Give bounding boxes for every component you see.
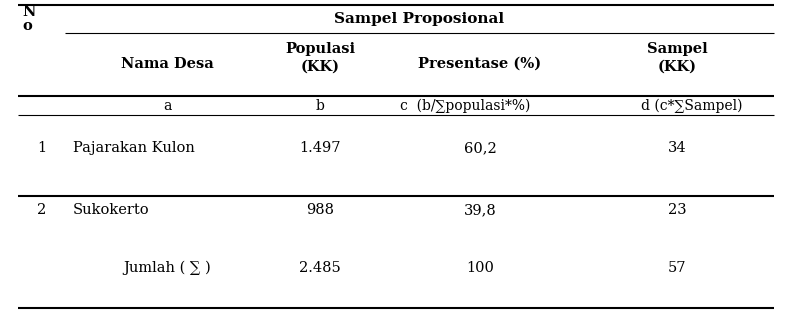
Text: Sampel
(KK): Sampel (KK): [646, 42, 707, 74]
Text: 39,8: 39,8: [463, 203, 497, 217]
Text: 2: 2: [37, 203, 47, 217]
Text: 60,2: 60,2: [463, 141, 497, 155]
Text: 2.485: 2.485: [299, 261, 341, 275]
Text: a: a: [163, 99, 171, 113]
Text: 57: 57: [668, 261, 686, 275]
Text: b: b: [315, 99, 325, 113]
Text: 23: 23: [668, 203, 687, 217]
Text: 34: 34: [668, 141, 687, 155]
Text: 1: 1: [37, 141, 47, 155]
Text: Pajarakan Kulon: Pajarakan Kulon: [73, 141, 195, 155]
Text: 1.497: 1.497: [299, 141, 341, 155]
Text: Presentase (%): Presentase (%): [418, 57, 542, 71]
Text: N: N: [22, 5, 36, 19]
Text: Sampel Proposional: Sampel Proposional: [334, 12, 505, 26]
Text: Jumlah ( ∑ ): Jumlah ( ∑ ): [123, 261, 211, 275]
Text: Sukokerto: Sukokerto: [73, 203, 150, 217]
Text: 100: 100: [466, 261, 494, 275]
Text: d (c*∑Sampel): d (c*∑Sampel): [642, 99, 743, 113]
Text: Populasi
(KK): Populasi (KK): [285, 42, 355, 74]
Text: 988: 988: [306, 203, 334, 217]
Text: o: o: [22, 19, 32, 33]
Text: c  (b/∑populasi*%): c (b/∑populasi*%): [400, 99, 530, 113]
Text: Nama Desa: Nama Desa: [120, 57, 213, 71]
